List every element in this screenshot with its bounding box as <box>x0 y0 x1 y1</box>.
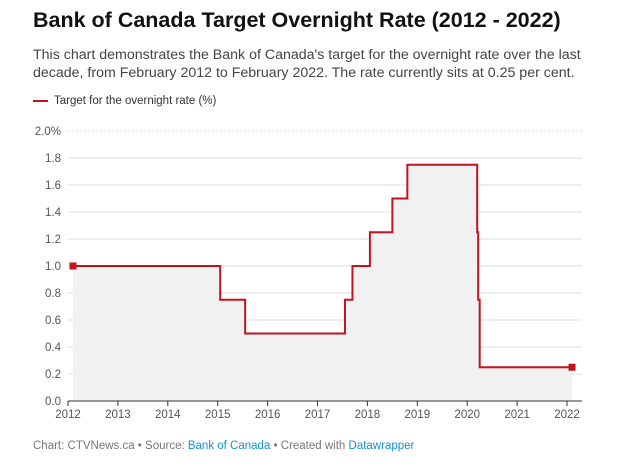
x-tick-label: 2021 <box>504 409 530 421</box>
start-point-marker <box>69 262 77 270</box>
footer-middle: • Created with <box>270 440 349 452</box>
chart-subtitle: This chart demonstrates the Bank of Cana… <box>33 47 581 81</box>
x-tick-label: 2018 <box>355 409 381 421</box>
x-tick-label: 2013 <box>105 409 131 421</box>
x-tick-label: 2016 <box>255 409 281 421</box>
x-tick-label: 2020 <box>454 409 480 421</box>
y-tick-label: 0.4 <box>45 342 62 354</box>
x-tick-label: 2017 <box>305 409 331 421</box>
legend: Target for the overnight rate (%) <box>33 95 216 107</box>
y-tick-label: 1.4 <box>45 207 62 219</box>
x-tick-label: 2012 <box>55 409 81 421</box>
legend-swatch <box>33 100 48 102</box>
y-tick-label: 0.6 <box>45 315 61 327</box>
x-tick-label: 2022 <box>554 409 580 421</box>
x-tick-label: 2019 <box>405 409 431 421</box>
datawrapper-link[interactable]: Datawrapper <box>348 440 415 452</box>
series-line <box>72 163 573 369</box>
y-tick-label: 0.0 <box>45 396 61 408</box>
y-tick-label: 2.0% <box>35 126 61 138</box>
y-tick-label: 1.0 <box>45 261 61 273</box>
footer: Chart: CTVNews.ca • Source: Bank of Cana… <box>33 440 414 452</box>
area-fill <box>72 164 573 401</box>
x-tick-label: 2014 <box>155 409 181 421</box>
source-link[interactable]: Bank of Canada <box>187 440 271 452</box>
y-tick-label: 0.2 <box>45 369 61 381</box>
y-tick-label: 1.2 <box>45 234 61 246</box>
y-tick-label: 1.6 <box>45 180 61 192</box>
y-tick-label: 0.8 <box>45 288 61 300</box>
end-point-marker <box>568 363 576 371</box>
chart-title: Bank of Canada Target Overnight Rate (20… <box>33 8 561 32</box>
x-tick-label: 2015 <box>205 409 231 421</box>
y-tick-label: 1.8 <box>45 153 61 165</box>
footer-prefix: Chart: CTVNews.ca • Source: <box>33 440 188 452</box>
legend-label: Target for the overnight rate (%) <box>54 95 217 107</box>
